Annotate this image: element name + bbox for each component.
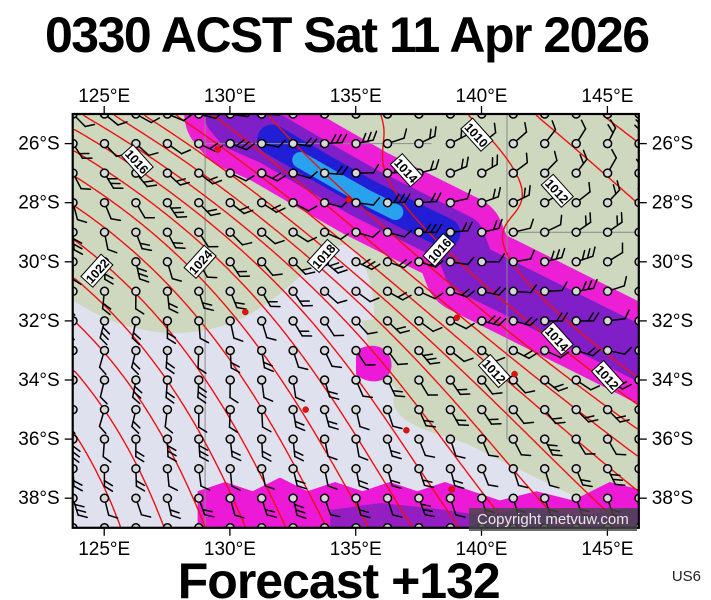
svg-text:135°E: 135°E bbox=[330, 86, 382, 107]
svg-text:130°E: 130°E bbox=[204, 86, 256, 107]
svg-text:38°S: 38°S bbox=[18, 488, 59, 509]
svg-text:36°S: 36°S bbox=[652, 429, 693, 450]
svg-text:145°E: 145°E bbox=[581, 86, 633, 107]
svg-text:34°S: 34°S bbox=[652, 370, 693, 391]
svg-text:34°S: 34°S bbox=[18, 370, 59, 391]
svg-text:145°E: 145°E bbox=[581, 539, 633, 560]
svg-text:125°E: 125°E bbox=[78, 86, 130, 107]
svg-text:28°S: 28°S bbox=[18, 193, 59, 214]
svg-text:30°S: 30°S bbox=[652, 252, 693, 273]
svg-text:125°E: 125°E bbox=[78, 539, 130, 560]
svg-text:30°S: 30°S bbox=[18, 252, 59, 273]
svg-text:36°S: 36°S bbox=[18, 429, 59, 450]
svg-text:26°S: 26°S bbox=[652, 134, 693, 155]
svg-text:38°S: 38°S bbox=[652, 488, 693, 509]
svg-text:26°S: 26°S bbox=[18, 134, 59, 155]
svg-text:32°S: 32°S bbox=[18, 311, 59, 332]
svg-text:28°S: 28°S bbox=[652, 193, 693, 214]
svg-text:140°E: 140°E bbox=[456, 86, 508, 107]
svg-text:32°S: 32°S bbox=[652, 311, 693, 332]
